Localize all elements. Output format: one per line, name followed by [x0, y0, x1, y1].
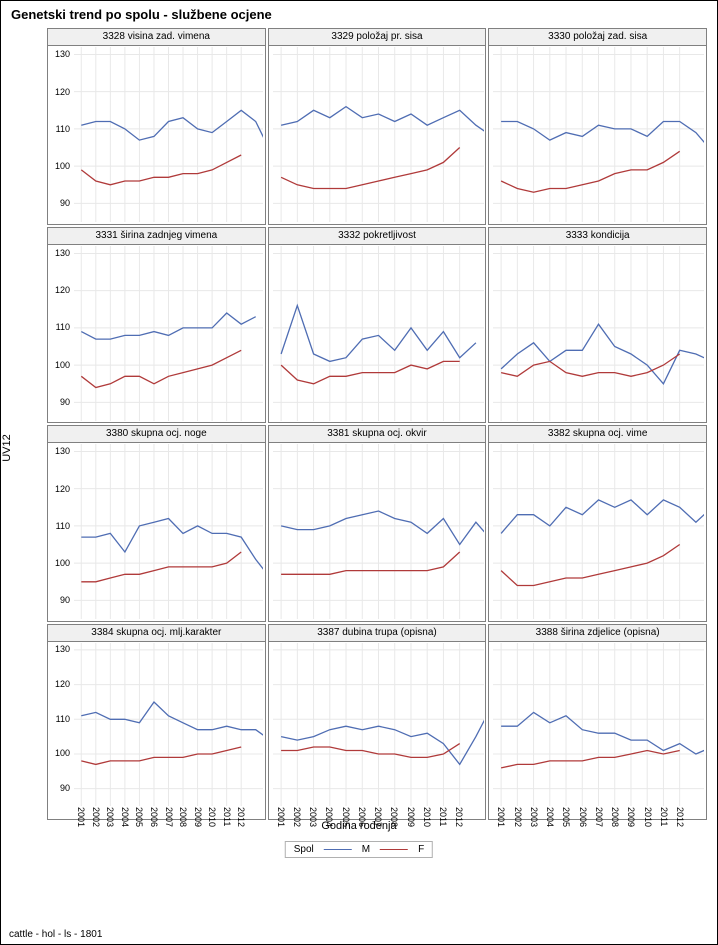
- series-line-m: [81, 519, 263, 579]
- y-tick-label: 110: [56, 714, 70, 724]
- chart-title: Genetski trend po spolu - službene ocjen…: [11, 7, 709, 22]
- y-tick-label: 110: [56, 124, 70, 134]
- y-ticks: 90 100 110 120 130: [48, 444, 72, 619]
- legend-swatch-f: [380, 849, 408, 850]
- legend-swatch-m: [324, 849, 352, 850]
- legend-label-m: M: [362, 844, 370, 855]
- y-tick-label: 100: [55, 360, 70, 370]
- facet-panel: 3384 skupna ocj. mlj.karakter 90 100 110 120…: [47, 624, 266, 821]
- panel-body: [493, 643, 704, 806]
- series-line-f: [501, 545, 680, 586]
- panel-body: [74, 246, 263, 421]
- plot-area: UV12 3328 visina zad. vimena901001101201…: [11, 28, 707, 868]
- legend-label-f: F: [418, 844, 424, 855]
- y-tick-label: 130: [55, 49, 70, 59]
- y-tick-label: 120: [55, 285, 70, 295]
- panel-body: [273, 47, 484, 222]
- legend: Spol M F: [285, 841, 433, 858]
- facet-title: 3329 položaj pr. sisa: [269, 29, 486, 46]
- y-tick-label: 120: [55, 679, 70, 689]
- facet-grid: 3328 visina zad. vimena90100110120130332…: [47, 28, 707, 820]
- series-line-m: [281, 511, 484, 545]
- facet-panel: 3381 skupna ocj. okvir: [268, 425, 487, 622]
- series-line-m: [81, 110, 263, 151]
- series-line-f: [281, 743, 460, 757]
- y-axis-label: UV12: [1, 434, 13, 462]
- facet-panel: 3332 pokretljivost: [268, 227, 487, 424]
- panel-body: [74, 47, 263, 222]
- y-tick-label: 100: [55, 558, 70, 568]
- y-tick-label: 120: [55, 87, 70, 97]
- y-tick-label: 90: [60, 397, 70, 407]
- facet-panel: 3382 skupna ocj. vime: [488, 425, 707, 622]
- facet-panel: 3331 širina zadnjeg vimena 90 100 110 120 130: [47, 227, 266, 424]
- series-line-f: [81, 350, 241, 387]
- series-line-f: [501, 151, 680, 192]
- series-line-f: [501, 750, 680, 767]
- series-line-f: [281, 148, 460, 189]
- facet-title: 3382 skupna ocj. vime: [489, 426, 706, 443]
- facet-panel: 3330 položaj zad. sisa: [488, 28, 707, 225]
- y-ticks: 90 100 110 120 130: [48, 246, 72, 421]
- facet-panel: 3333 kondicija: [488, 227, 707, 424]
- facet-title: 3328 visina zad. vimena: [48, 29, 265, 46]
- y-tick-label: 110: [56, 521, 70, 531]
- series-line-m: [501, 712, 704, 754]
- facet-title: 3388 širina zdjelice (opisna): [489, 625, 706, 642]
- panel-body: [74, 643, 263, 806]
- series-line-m: [501, 500, 704, 534]
- y-tick-label: 90: [60, 595, 70, 605]
- y-tick-label: 90: [60, 198, 70, 208]
- y-tick-label: 100: [55, 161, 70, 171]
- y-tick-label: 90: [60, 783, 70, 793]
- facet-panel: 3329 položaj pr. sisa: [268, 28, 487, 225]
- x-axis-label: Godina rođenja: [11, 820, 707, 832]
- facet-panel: 3387 dubina trupa (opisna)20012002200320…: [268, 624, 487, 821]
- facet-title: 3330 položaj zad. sisa: [489, 29, 706, 46]
- footer-text: cattle - hol - ls - 1801: [9, 929, 102, 940]
- panel-body: [273, 444, 484, 619]
- series-line-f: [81, 552, 241, 582]
- panel-body: [273, 643, 484, 806]
- series-line-m: [281, 107, 484, 137]
- facet-title: 3380 skupna ocj. noge: [48, 426, 265, 443]
- facet-title: 3381 skupna ocj. okvir: [269, 426, 486, 443]
- legend-title: Spol: [294, 844, 314, 855]
- facet-title: 3387 dubina trupa (opisna): [269, 625, 486, 642]
- series-line-m: [281, 705, 484, 764]
- y-tick-label: 130: [55, 644, 70, 654]
- facet-panel: 3388 širina zdjelice (opisna)20012002200…: [488, 624, 707, 821]
- facet-title: 3332 pokretljivost: [269, 228, 486, 245]
- y-tick-label: 130: [55, 446, 70, 456]
- y-tick-label: 110: [56, 322, 70, 332]
- facet-panel: 3380 skupna ocj. noge 90 100 110 120 130: [47, 425, 266, 622]
- facet-title: 3384 skupna ocj. mlj.karakter: [48, 625, 265, 642]
- series-line-m: [81, 702, 263, 740]
- facet-title: 3331 širina zadnjeg vimena: [48, 228, 265, 245]
- y-ticks: 90 100 110 120 130: [48, 47, 72, 222]
- series-line-m: [501, 122, 704, 152]
- panel-body: [493, 444, 704, 619]
- y-tick-label: 120: [55, 484, 70, 494]
- panel-body: [493, 47, 704, 222]
- series-line-m: [501, 324, 704, 384]
- facet-panel: 3328 visina zad. vimena 90 100 110 120 130: [47, 28, 266, 225]
- panel-body: [493, 246, 704, 421]
- series-line-f: [81, 747, 241, 764]
- y-tick-label: 130: [55, 248, 70, 258]
- panel-body: [74, 444, 263, 619]
- panel-body: [273, 246, 484, 421]
- y-tick-label: 100: [55, 748, 70, 758]
- facet-title: 3333 kondicija: [489, 228, 706, 245]
- y-ticks: 90 100 110 120 130: [48, 643, 72, 806]
- series-line-f: [81, 155, 241, 185]
